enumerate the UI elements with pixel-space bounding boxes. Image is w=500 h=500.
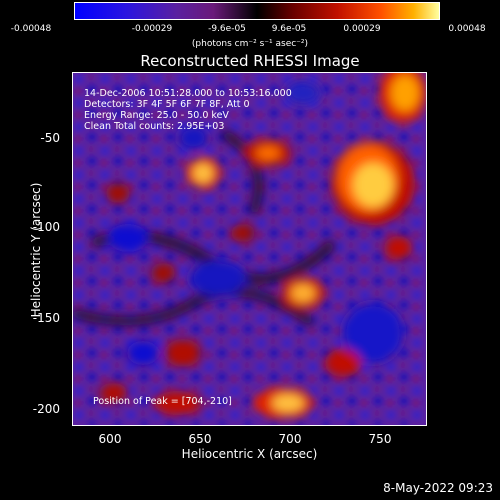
x-axis-label: Heliocentric X (arcsec) [181,447,318,461]
y-tick-label: -50 [40,131,60,145]
colorbar-tick: -0.00029 [131,24,173,34]
y-tick-label: -100 [32,220,60,234]
colorbar-units: (photons cm⁻² s⁻¹ asec⁻²) [191,39,309,49]
colorbar [74,2,440,20]
rhessi-image[interactable]: 14-Dec-2006 10:51:28.000 to 10:53:16.000… [73,73,426,425]
colorbar-tick: 0.00048 [448,24,486,34]
x-tick-label: 750 [368,432,392,446]
image-heatmap [73,73,426,425]
y-tick-label: -150 [32,311,60,325]
colorbar-tick: -0.00048 [10,24,52,34]
peak-position-label: Position of Peak = [704,-210] [93,396,232,407]
y-axis-label: Heliocentric Y (arcsec) [29,182,43,318]
x-tick-label: 650 [188,432,212,446]
x-tick-label: 700 [278,432,302,446]
colorbar-tick: 9.6e-05 [271,24,307,34]
y-tick-label: -200 [32,402,60,416]
clean-counts-label: Clean Total counts: 2.95E+03 [84,121,225,132]
image-title: Reconstructed RHESSI Image [140,52,360,70]
time-range-label: 14-Dec-2006 10:51:28.000 to 10:53:16.000 [84,88,292,99]
colorbar-tick: 0.00029 [343,24,381,34]
timestamp: 8-May-2022 09:23 [383,481,493,495]
energy-range-label: Energy Range: 25.0 - 50.0 keV [84,110,229,121]
detectors-label: Detectors: 3F 4F 5F 6F 7F 8F, Att 0 [84,99,250,110]
colorbar-tick: -9.6e-05 [208,24,246,34]
x-tick-label: 600 [98,432,122,446]
